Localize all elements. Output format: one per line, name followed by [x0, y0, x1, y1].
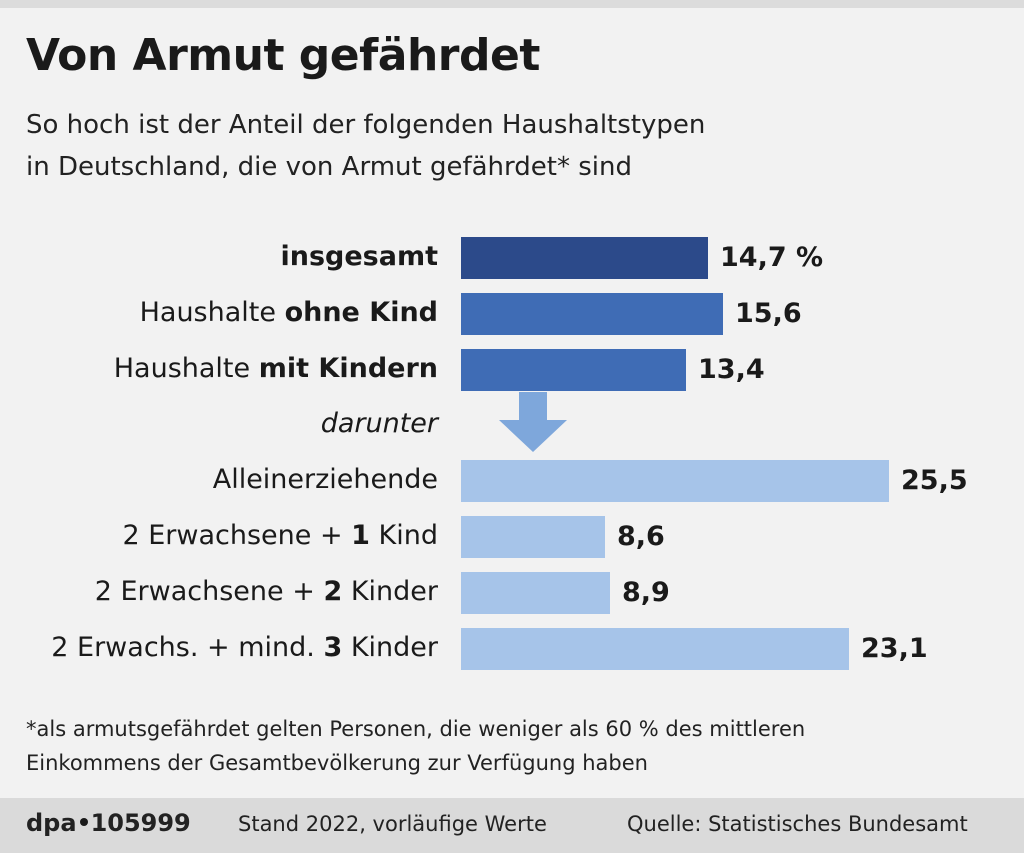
label-emphasis: 1 — [351, 520, 370, 551]
value-label: 15,6 — [735, 298, 802, 329]
logo-dot — [79, 818, 88, 826]
label-emphasis: ohne Kind — [284, 297, 438, 328]
label-text: 2 Erwachsene + — [122, 520, 352, 551]
subtitle-line-1: So hoch ist der Anteil der folgenden Hau… — [26, 110, 706, 140]
footnote: *als armutsgefährdet gelten Personen, di… — [26, 712, 805, 780]
top-rule — [0, 0, 1024, 8]
label-text: Haushalte — [139, 297, 285, 328]
label-emphasis: 2 — [323, 576, 343, 607]
footer-source: Quelle: Statistisches Bundesamt — [627, 812, 968, 836]
chart-subtitle: So hoch ist der Anteil der folgenden Hau… — [26, 104, 705, 188]
value-label: 14,7 % — [720, 242, 824, 273]
footnote-line-1: *als armutsgefährdet gelten Personen, di… — [26, 717, 806, 741]
category-label: 2 Erwachsene + 1 Kind — [122, 516, 438, 556]
subtitle-line-2: in Deutschland, die von Armut gefährdet*… — [26, 152, 632, 182]
bar — [461, 460, 889, 502]
label-text: Alleinerziehende — [212, 464, 438, 495]
value-label: 13,4 — [698, 354, 765, 385]
value-label: 8,9 — [622, 577, 670, 608]
label-emphasis: mit Kindern — [258, 353, 438, 384]
bar — [461, 516, 605, 558]
bar — [461, 293, 723, 335]
label-emphasis: 3 — [323, 632, 343, 663]
dpa-logo: dpa 105999 — [26, 809, 191, 837]
bar — [461, 349, 686, 391]
value-label: 23,1 — [861, 633, 928, 664]
category-label: Haushalte ohne Kind — [140, 293, 438, 333]
category-label: Alleinerziehende — [213, 460, 438, 500]
category-label: Haushalte mit Kindern — [114, 349, 438, 389]
category-label: 2 Erwachsene + 2 Kinder — [95, 572, 438, 612]
label-emphasis: insgesamt — [280, 241, 438, 272]
bar — [461, 628, 849, 670]
down-arrow-icon — [499, 392, 567, 452]
footer: dpa 105999 Stand 2022, vorläufige Werte Q… — [0, 798, 1024, 853]
bar — [461, 572, 610, 614]
label-text: Kinder — [342, 576, 438, 607]
label-text: 2 Erwachs. + mind. — [51, 632, 324, 663]
value-label: 8,6 — [617, 521, 665, 552]
value-label: 25,5 — [901, 465, 968, 496]
darunter-label: darunter — [320, 408, 438, 439]
bar — [461, 237, 708, 279]
category-label: insgesamt — [280, 237, 438, 277]
chart-title: Von Armut gefährdet — [26, 30, 540, 81]
footnote-line-2: Einkommens der Gesamtbevölkerung zur Ver… — [26, 751, 648, 775]
label-text: Kind — [369, 520, 438, 551]
footer-stand: Stand 2022, vorläufige Werte — [238, 812, 547, 836]
label-text: Haushalte — [113, 353, 259, 384]
label-text: Kinder — [342, 632, 438, 663]
label-text: 2 Erwachsene + — [94, 576, 324, 607]
category-label: 2 Erwachs. + mind. 3 Kinder — [51, 628, 438, 668]
